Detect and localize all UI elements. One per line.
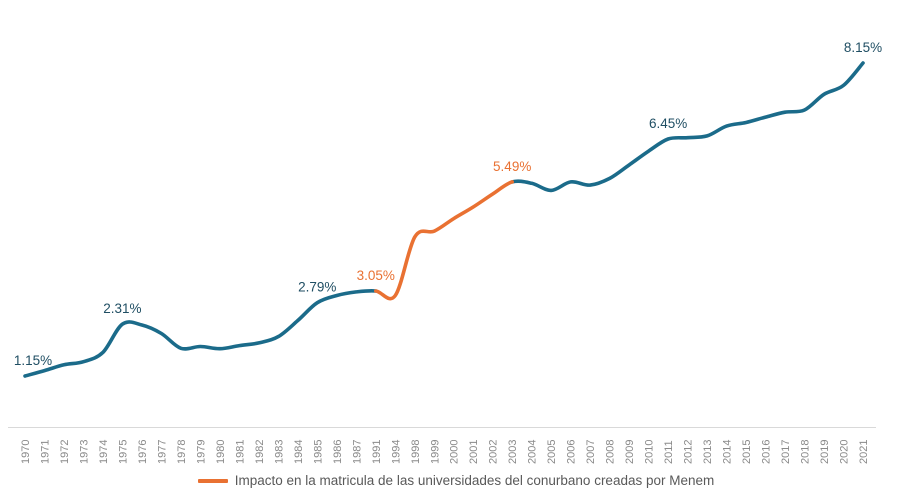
legend-line-swatch [197,478,228,483]
point-label-1970: 1.15% [14,353,52,368]
x-tick-label: 1971 [40,440,52,464]
x-tick-label: 2016 [761,440,773,464]
x-tick-label: 2017 [780,440,792,464]
x-tick-label: 1970 [20,440,32,464]
line-series-post-highlight [510,61,865,193]
x-tick-label: 1978 [176,440,188,464]
x-tick-label: 1998 [410,440,422,464]
x-tick-label: 2020 [839,440,851,464]
x-tick-label: 1972 [59,440,71,464]
x-tick-label: 1994 [390,440,402,464]
x-tick-label: 2018 [800,440,812,464]
point-label-2011: 6.45% [649,116,687,131]
x-tick-label: 1986 [332,440,344,464]
line-series-highlight [374,180,514,301]
point-label-2003: 5.49% [493,159,531,174]
x-tick-label: 2012 [683,440,695,464]
legend-label: Impacto en la matricula de las universid… [234,473,715,488]
legend: Impacto en la matricula de las universid… [0,474,912,488]
x-tick-label: 2000 [449,440,461,464]
x-tick-label: 2014 [722,440,734,464]
x-tick-label: 1985 [312,440,324,464]
x-tick-label: 2004 [527,440,539,464]
x-tick-label: 2003 [507,440,519,464]
x-tick-label: 1975 [117,440,129,464]
x-tick-label: 2009 [624,440,636,464]
x-tick-label: 1983 [273,440,285,464]
x-tick-label: 1984 [293,440,305,464]
x-tick-label: 1982 [254,440,266,464]
x-tick-label: 1987 [351,440,363,464]
x-tick-label: 1991 [371,440,383,464]
x-tick-label: 2008 [605,440,617,464]
point-label-1985: 2.79% [298,280,336,295]
x-tick-label: 1977 [156,440,168,464]
x-tick-label: 2006 [566,440,578,464]
point-label-1991: 3.05% [357,268,395,283]
x-tick-label: 2021 [858,440,870,464]
x-tick-label: 1980 [215,440,227,464]
line-chart: 1970 1971 1972 1973 1974 1975 1976 1977 1978 1979… [8,40,882,464]
x-tick-label: 2015 [741,440,753,464]
x-tick-label: 1976 [137,440,149,464]
point-label-2021: 8.15% [844,40,882,55]
x-tick-label: 2005 [546,440,558,464]
x-tick-label: 2011 [663,440,675,464]
x-tick-label: 2002 [488,440,500,464]
x-tick-label: 1999 [429,440,441,464]
x-tick-label: 2007 [585,440,597,464]
x-tick-label: 2010 [644,440,656,464]
x-tick-label: 1974 [98,440,110,464]
x-tick-label: 2001 [468,440,480,464]
x-tick-label: 1981 [234,440,246,464]
x-tick-label: 2013 [702,440,714,464]
x-tick-label: 1973 [79,440,91,464]
point-label-1975: 2.31% [103,301,141,316]
x-tick-label: 2019 [819,440,831,464]
x-tick-label: 1979 [195,440,207,464]
line-series-pre-highlight [23,288,378,378]
